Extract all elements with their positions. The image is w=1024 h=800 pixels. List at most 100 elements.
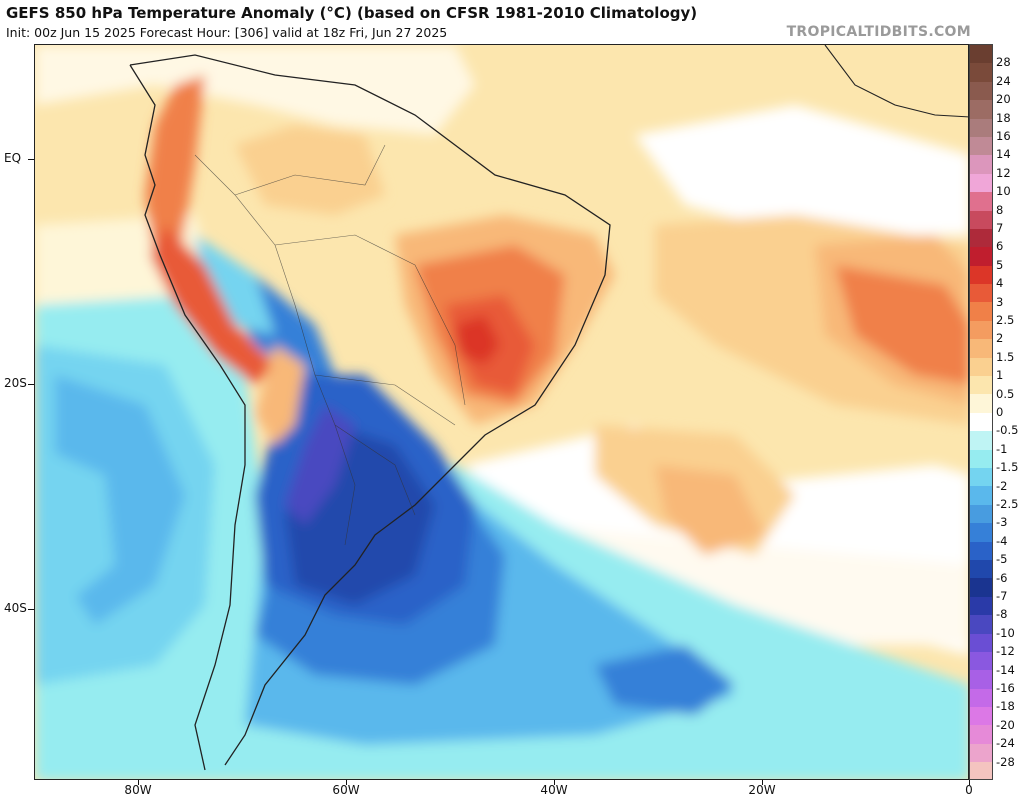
colorbar-segment [970, 615, 992, 634]
colorbar-segment [970, 633, 992, 652]
colorbar-label: -4 [996, 533, 1008, 548]
colorbar-label: -1.5 [996, 460, 1019, 475]
map-title: GEFS 850 hPa Temperature Anomaly (°C) (b… [6, 4, 698, 22]
colorbar-label: -14 [996, 662, 1015, 677]
colorbar-segment [970, 578, 992, 597]
colorbar-label: -10 [996, 625, 1015, 640]
africa-coast [824, 45, 968, 118]
colorbar-label: -18 [996, 699, 1015, 714]
colorbar-label: -8 [996, 607, 1008, 622]
colorbar-label: -2 [996, 478, 1008, 493]
colorbar-label: 14 [996, 147, 1011, 162]
colorbar-label: 24 [996, 73, 1011, 88]
colorbar-label: 10 [996, 184, 1011, 199]
colorbar-segment [970, 486, 992, 505]
lon-label-20w: 20W [748, 783, 776, 797]
colorbar-label: 0.5 [996, 386, 1015, 401]
colorbar-label: -5 [996, 552, 1008, 567]
colorbar-segment [970, 504, 992, 524]
colorbar-label: 1 [996, 368, 1004, 383]
colorbar-segment [970, 155, 992, 174]
colorbar-label: 16 [996, 129, 1011, 143]
colorbar-segment [970, 192, 992, 211]
lon-tick [762, 780, 763, 785]
lat-label-40s: 40S [4, 601, 27, 615]
colorbar-label: -6 [996, 570, 1008, 585]
colorbar-segment [970, 63, 992, 82]
colorbar-label: -0.5 [996, 423, 1019, 438]
colorbar-labels: 28 24 20 18 16 14 12 10 8 7 6 5 4 3 2.5 2 1.5 1 0.5 0 -0.5 -1… [996, 44, 1024, 780]
lon-tick [554, 780, 555, 785]
colorbar-segment [970, 707, 992, 726]
colorbar-label: 18 [996, 110, 1011, 125]
colorbar-segment [970, 651, 992, 671]
colorbar-segment [970, 688, 992, 708]
source-credit: TROPICALTIDBITS.COM [786, 24, 971, 40]
colorbar-segment [970, 81, 992, 101]
colorbar-label: -1 [996, 441, 1008, 456]
colorbar-label: 6 [996, 239, 1004, 254]
colorbar-label: 7 [996, 221, 1004, 235]
country-borders [194, 144, 466, 546]
colorbar-segment [970, 523, 992, 542]
lat-tick [28, 159, 34, 160]
colorbar-label: 4 [996, 276, 1004, 291]
colorbar-segment [970, 228, 992, 248]
colorbar-segment [970, 173, 992, 193]
colorbar-label: 3 [996, 294, 1004, 309]
colorbar-segment [970, 394, 992, 413]
colorbar-segment [970, 100, 992, 119]
colorbar-label: 20 [996, 92, 1011, 107]
colorbar-label: 2.5 [996, 313, 1015, 327]
colorbar-label: -7 [996, 589, 1008, 603]
lon-label-60w: 60W [332, 783, 360, 797]
anomaly-map-canvas [35, 45, 968, 779]
colorbar-segment [970, 670, 992, 689]
colorbar-segment [970, 467, 992, 487]
colorbar-segment [970, 431, 992, 450]
colorbar-label: 2 [996, 331, 1004, 346]
colorbar-label: 5 [996, 257, 1004, 272]
lon-label-80w: 80W [124, 783, 152, 797]
colorbar-segment [970, 725, 992, 744]
lon-tick [969, 780, 970, 785]
anomaly-map[interactable] [34, 44, 969, 780]
lon-label-40w: 40W [540, 783, 568, 797]
colorbar [969, 44, 993, 780]
colorbar-segment [970, 284, 992, 303]
lon-tick [138, 780, 139, 785]
colorbar-label: 1.5 [996, 349, 1015, 364]
colorbar-label: 8 [996, 202, 1004, 217]
colorbar-segment [970, 596, 992, 616]
coastline [129, 54, 611, 771]
colorbar-label: -12 [996, 644, 1015, 659]
colorbar-segment [970, 743, 992, 763]
colorbar-label: -24 [996, 736, 1015, 751]
lat-label-20s: 20S [4, 376, 27, 390]
colorbar-segment [970, 320, 992, 340]
colorbar-label: -16 [996, 681, 1015, 695]
colorbar-segment [970, 210, 992, 229]
colorbar-label: -3 [996, 515, 1008, 530]
colorbar-segment [970, 559, 992, 579]
lat-tick [28, 384, 34, 385]
colorbar-segment [970, 541, 992, 560]
colorbar-segment [970, 265, 992, 285]
lat-label-eq: EQ [4, 151, 22, 165]
colorbar-label: -2.5 [996, 497, 1019, 511]
colorbar-segment [970, 412, 992, 432]
forecast-info: Init: 00z Jun 15 2025 Forecast Hour: [30… [6, 25, 448, 40]
colorbar-label: -20 [996, 717, 1015, 732]
lon-tick [346, 780, 347, 785]
colorbar-segment [970, 449, 992, 468]
lat-tick [28, 609, 34, 610]
lon-label-0: 0 [965, 783, 973, 797]
colorbar-segment [970, 45, 992, 64]
colorbar-segment [970, 302, 992, 321]
colorbar-segment [970, 118, 992, 137]
colorbar-label: 0 [996, 405, 1004, 419]
colorbar-segment [970, 247, 992, 266]
colorbar-segment [970, 357, 992, 377]
colorbar-label: 12 [996, 165, 1011, 180]
colorbar-segment [970, 339, 992, 358]
